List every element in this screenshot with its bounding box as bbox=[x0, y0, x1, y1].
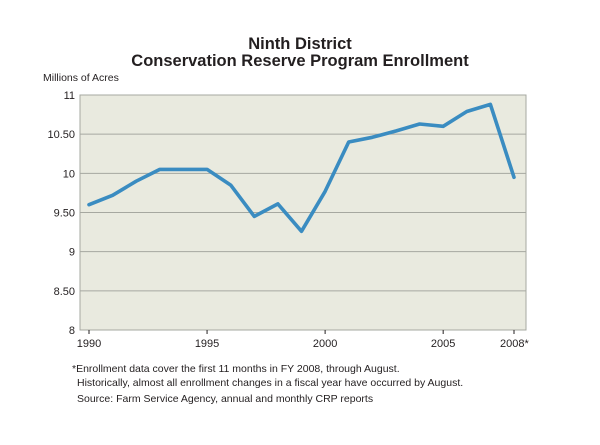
y-axis: 8 8.50 9 9.50 10 10.50 11 bbox=[47, 90, 75, 337]
y-tick-label: 9 bbox=[69, 247, 75, 259]
x-tick-label: 1995 bbox=[195, 338, 219, 350]
series-group bbox=[87, 102, 516, 234]
x-tick-label: 2005 bbox=[431, 338, 455, 350]
y-axis-label: Millions of Acres bbox=[43, 72, 119, 84]
x-tick-label: 1990 bbox=[77, 338, 101, 350]
y-tick-label: 8.50 bbox=[54, 286, 75, 298]
y-tick-label: 10 bbox=[63, 168, 75, 180]
series-line bbox=[87, 102, 516, 234]
chart-subtitle: Conservation Reserve Program Enrollment bbox=[131, 52, 469, 70]
y-tick-label: 10.50 bbox=[47, 129, 75, 141]
footnote-history: Historically, almost all enrollment chan… bbox=[77, 377, 464, 389]
source-note: Source: Farm Service Agency, annual and … bbox=[77, 393, 374, 405]
x-axis: 1990 1995 2000 2005 2008* bbox=[77, 330, 529, 350]
x-tick-label: 2000 bbox=[313, 338, 337, 350]
footnote-asterisk: *Enrollment data cover the first 11 mont… bbox=[72, 363, 400, 375]
y-tick-label: 11 bbox=[64, 90, 75, 102]
y-tick-label: 9.50 bbox=[54, 208, 75, 220]
chart-title: Ninth District bbox=[248, 35, 352, 53]
x-tick-label: 2008* bbox=[500, 338, 529, 350]
y-tick-label: 8 bbox=[69, 325, 75, 337]
